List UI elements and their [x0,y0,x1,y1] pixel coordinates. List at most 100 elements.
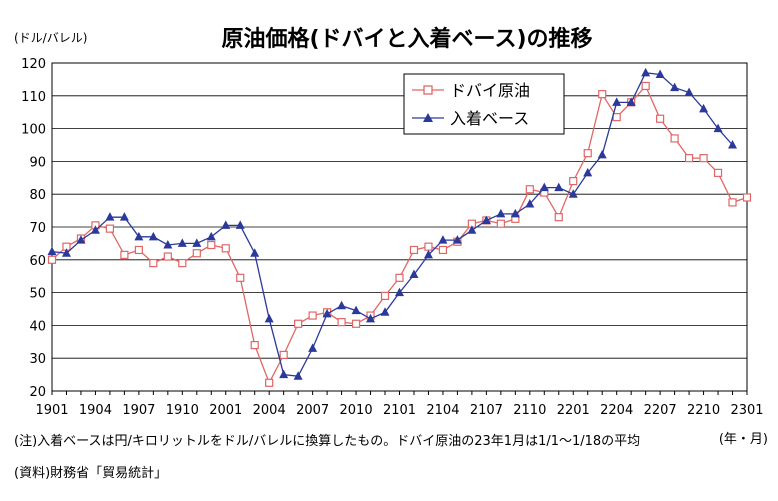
y-tick-label: 110 [21,90,46,105]
chart-title: 原油価格(ドバイと入着ベース)の推移 [221,26,592,52]
data-point-dubai [47,255,57,264]
y-axis-unit: (ドル/バレル) [14,31,87,45]
data-point-import [119,212,129,221]
data-point-import [481,215,491,224]
x-tick-label: 2301 [730,403,763,418]
axes: 20 30 40 50 60 70 80 90 100 110 120 1901 1904 1907 191… [21,57,763,418]
data-point-import [699,103,709,113]
data-point-import [554,182,564,192]
x-tick-label: 2101 [383,403,416,418]
data-point-dubai [670,134,679,143]
data-point-dubai [554,213,563,222]
data-point-import [684,87,694,97]
data-point-import [308,343,318,352]
x-tick-label: 1904 [79,403,112,418]
data-point-dubai [583,149,592,158]
data-point-dubai [337,318,346,327]
x-tick-label: 1910 [166,403,199,418]
data-point-dubai [424,242,433,251]
data-point-import [395,287,404,297]
data-point-dubai [656,114,665,123]
data-point-import [510,208,520,218]
source-note: (資料)財務省「貿易統計」 [14,466,168,481]
y-tick-label: 50 [29,287,46,302]
series-layer [47,67,752,387]
data-point-import [177,238,187,247]
series-import [47,67,738,380]
data-point-import [148,231,158,241]
data-point-dubai [207,240,216,250]
data-point-import [597,149,607,159]
data-point-dubai [569,176,578,186]
data-point-dubai [221,244,230,253]
data-point-import [90,225,100,234]
data-point-import [134,231,144,241]
x-axis-unit: (年・月) [719,432,768,447]
series-line-import [51,72,733,377]
x-tick-label: 2001 [209,403,242,418]
x-tick-label: 1901 [35,403,68,418]
data-point-import [47,246,57,256]
data-point-import [105,212,115,221]
data-point-import [641,67,651,77]
data-point-dubai [120,250,129,259]
data-point-import [322,308,332,318]
x-tick-label: 2204 [600,403,633,418]
data-point-dubai [713,168,723,177]
legend-label-dubai: ドバイ原油 [450,81,530,100]
x-tick-label: 2010 [340,403,373,418]
data-point-import [713,123,723,133]
data-point-dubai [728,198,737,207]
data-point-import [235,220,245,229]
data-point-import [452,235,462,244]
data-point-import [76,235,86,244]
x-tick-label: 2207 [644,403,677,418]
y-tick-label: 90 [29,155,46,170]
legend-label-import: 入着ベース [450,109,529,128]
data-point-import [293,371,303,380]
data-point-dubai [294,319,303,328]
legend-box [403,73,565,135]
data-point-dubai [265,378,274,387]
x-tick-label: 2007 [296,403,329,418]
data-point-dubai [641,81,650,91]
y-tick-label: 30 [29,352,46,367]
data-point-import [496,208,506,218]
data-point-dubai [684,154,694,163]
data-point-import [670,82,680,92]
data-point-import [467,225,477,234]
data-point-dubai [178,258,187,268]
footnote: (注)入着ベースは円/キロリットルをドル/バレルに換算したもの。ドバイ原油の23… [14,434,641,449]
data-point-import [525,199,535,208]
legend: ドバイ原油 入着ベース [403,73,565,135]
x-tick-label: 2201 [557,403,590,418]
x-tick-label: 2210 [687,403,720,418]
data-point-import [366,313,376,323]
y-tick-label: 40 [29,319,46,334]
x-tick-label: 1907 [122,403,155,418]
data-point-import [438,235,448,244]
data-point-dubai [742,193,752,202]
data-point-dubai [438,245,448,255]
data-point-import [279,369,289,379]
data-point-dubai [163,252,172,261]
x-tick-label: 2107 [470,403,503,418]
data-point-import [351,305,361,315]
data-point-dubai [496,219,505,228]
data-point-dubai [525,185,534,194]
data-point-import [583,167,593,177]
data-point-import [206,231,216,241]
data-point-dubai [192,249,201,258]
legend-marker-dubai [423,85,433,95]
data-point-dubai [236,273,245,282]
data-point-dubai [351,319,361,328]
data-point-dubai [409,245,419,255]
y-tick-label: 70 [29,221,46,236]
series-line-dubai [51,84,748,385]
data-point-dubai [279,350,288,360]
data-point-import [250,248,260,257]
data-point-import [568,189,578,198]
x-tick-label: 2104 [426,403,459,418]
data-point-dubai [134,245,143,255]
